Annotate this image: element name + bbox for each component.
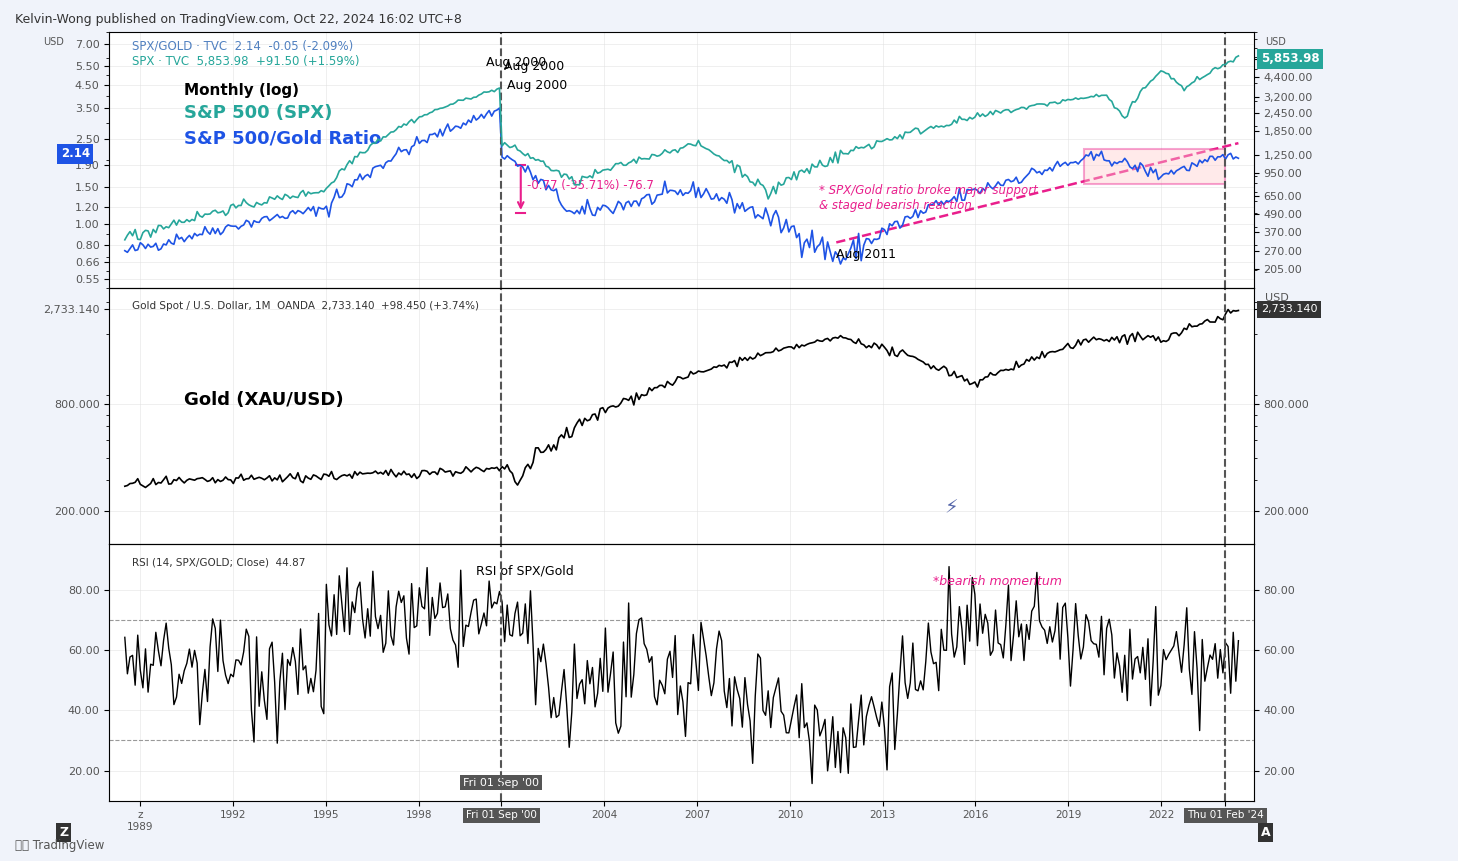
Text: Gold Spot / U.S. Dollar, 1M  OANDA  2,733.140  +98.450 (+3.74%): Gold Spot / U.S. Dollar, 1M OANDA 2,733.… [133, 301, 480, 311]
Text: SPX/GOLD · TVC  2.14  -0.05 (-2.09%): SPX/GOLD · TVC 2.14 -0.05 (-2.09%) [133, 40, 353, 53]
Bar [1083, 149, 1225, 183]
Text: -0.77 (-35.71%) -76.7: -0.77 (-35.71%) -76.7 [526, 179, 653, 192]
Text: A: A [1261, 827, 1270, 839]
Text: ⚡: ⚡ [945, 499, 958, 517]
Text: USD: USD [1266, 37, 1286, 47]
Text: Fri 01 Sep '00: Fri 01 Sep '00 [464, 777, 539, 788]
Text: USD: USD [42, 37, 64, 47]
Text: * SPX/Gold ratio broke major support
& staged bearish reaction: * SPX/Gold ratio broke major support & s… [819, 184, 1038, 213]
Text: S&P 500 (SPX): S&P 500 (SPX) [184, 103, 332, 121]
Text: Aug 2000: Aug 2000 [507, 78, 567, 91]
Text: Aug 2000: Aug 2000 [504, 60, 564, 73]
Text: 2,733.140: 2,733.140 [1261, 305, 1318, 314]
Text: Aug 2000: Aug 2000 [486, 57, 547, 70]
Text: Z: Z [58, 827, 69, 839]
Text: Gold (XAU/USD): Gold (XAU/USD) [184, 391, 344, 409]
Text: Kelvin-Wong published on TradingView.com, Oct 22, 2024 16:02 UTC+8: Kelvin-Wong published on TradingView.com… [15, 13, 461, 26]
Text: Aug 2011: Aug 2011 [837, 248, 897, 261]
Text: *bearish momentum: *bearish momentum [933, 575, 1063, 588]
Text: S&P 500/Gold Ratio: S&P 500/Gold Ratio [184, 129, 381, 147]
Text: 5,853.98: 5,853.98 [1261, 53, 1319, 65]
Text: Monthly (log): Monthly (log) [184, 84, 299, 98]
Text: RSI (14, SPX/GOLD; Close)  44.87: RSI (14, SPX/GOLD; Close) 44.87 [133, 557, 306, 567]
Text: 🆃🅸 TradingView: 🆃🅸 TradingView [15, 839, 104, 852]
Text: RSI of SPX/Gold: RSI of SPX/Gold [475, 565, 573, 578]
Text: SPX · TVC  5,853.98  +91.50 (+1.59%): SPX · TVC 5,853.98 +91.50 (+1.59%) [133, 55, 360, 68]
Text: USD: USD [1266, 294, 1289, 303]
Text: 2.14: 2.14 [61, 147, 90, 160]
